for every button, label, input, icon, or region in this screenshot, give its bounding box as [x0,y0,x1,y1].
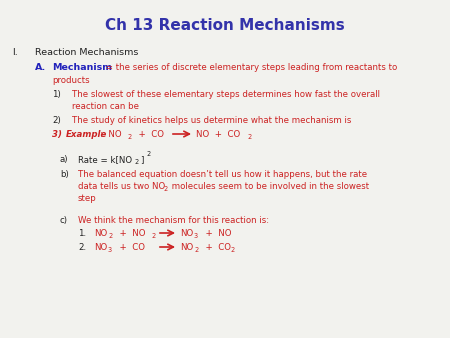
Text: 2: 2 [163,186,167,192]
Text: 2: 2 [247,134,251,140]
Text: 2: 2 [151,233,155,239]
Text: I.: I. [12,48,18,57]
Text: ]: ] [140,155,144,164]
Text: The balanced equation doesn’t tell us how it happens, but the rate: The balanced equation doesn’t tell us ho… [78,170,367,179]
Text: +  NO: + NO [200,229,231,238]
Text: +  CO: + CO [200,243,231,252]
Text: = the series of discrete elementary steps leading from reactants to: = the series of discrete elementary step… [103,63,397,72]
Text: 1.: 1. [78,229,86,238]
Text: +  CO: + CO [133,130,164,139]
Text: 2: 2 [134,159,138,165]
Text: b): b) [60,170,69,179]
Text: 2: 2 [127,134,131,140]
Text: 2): 2) [52,116,61,125]
Text: We think the mechanism for this reaction is:: We think the mechanism for this reaction… [78,216,269,225]
Text: c): c) [60,216,68,225]
Text: NO: NO [180,229,193,238]
Text: Example: Example [66,130,108,139]
Text: 2: 2 [108,233,112,239]
Text: 3: 3 [194,233,198,239]
Text: NO: NO [94,243,107,252]
Text: 2: 2 [194,247,198,253]
Text: 2: 2 [230,247,234,253]
Text: A.: A. [35,63,46,72]
Text: :  NO: : NO [100,130,122,139]
Text: NO  +  CO: NO + CO [196,130,240,139]
Text: data tells us two NO: data tells us two NO [78,182,165,191]
Text: Rate = k[NO: Rate = k[NO [78,155,132,164]
Text: Reaction Mechanisms: Reaction Mechanisms [35,48,139,57]
Text: Mechanism: Mechanism [52,63,112,72]
Text: NO: NO [94,229,107,238]
Text: a): a) [60,155,68,164]
Text: 1): 1) [52,90,61,99]
Text: 2: 2 [146,151,150,157]
Text: molecules seem to be involved in the slowest: molecules seem to be involved in the slo… [169,182,369,191]
Text: products: products [52,76,90,85]
Text: +  NO: + NO [114,229,145,238]
Text: reaction can be: reaction can be [72,102,139,111]
Text: The slowest of these elementary steps determines how fast the overall: The slowest of these elementary steps de… [72,90,380,99]
Text: +  CO: + CO [114,243,145,252]
Text: step: step [78,194,97,203]
Text: NO: NO [180,243,193,252]
Text: 2.: 2. [78,243,86,252]
Text: The study of kinetics helps us determine what the mechanism is: The study of kinetics helps us determine… [72,116,351,125]
Text: 3): 3) [52,130,62,139]
Text: 3: 3 [108,247,112,253]
Text: Ch 13 Reaction Mechanisms: Ch 13 Reaction Mechanisms [105,18,345,33]
